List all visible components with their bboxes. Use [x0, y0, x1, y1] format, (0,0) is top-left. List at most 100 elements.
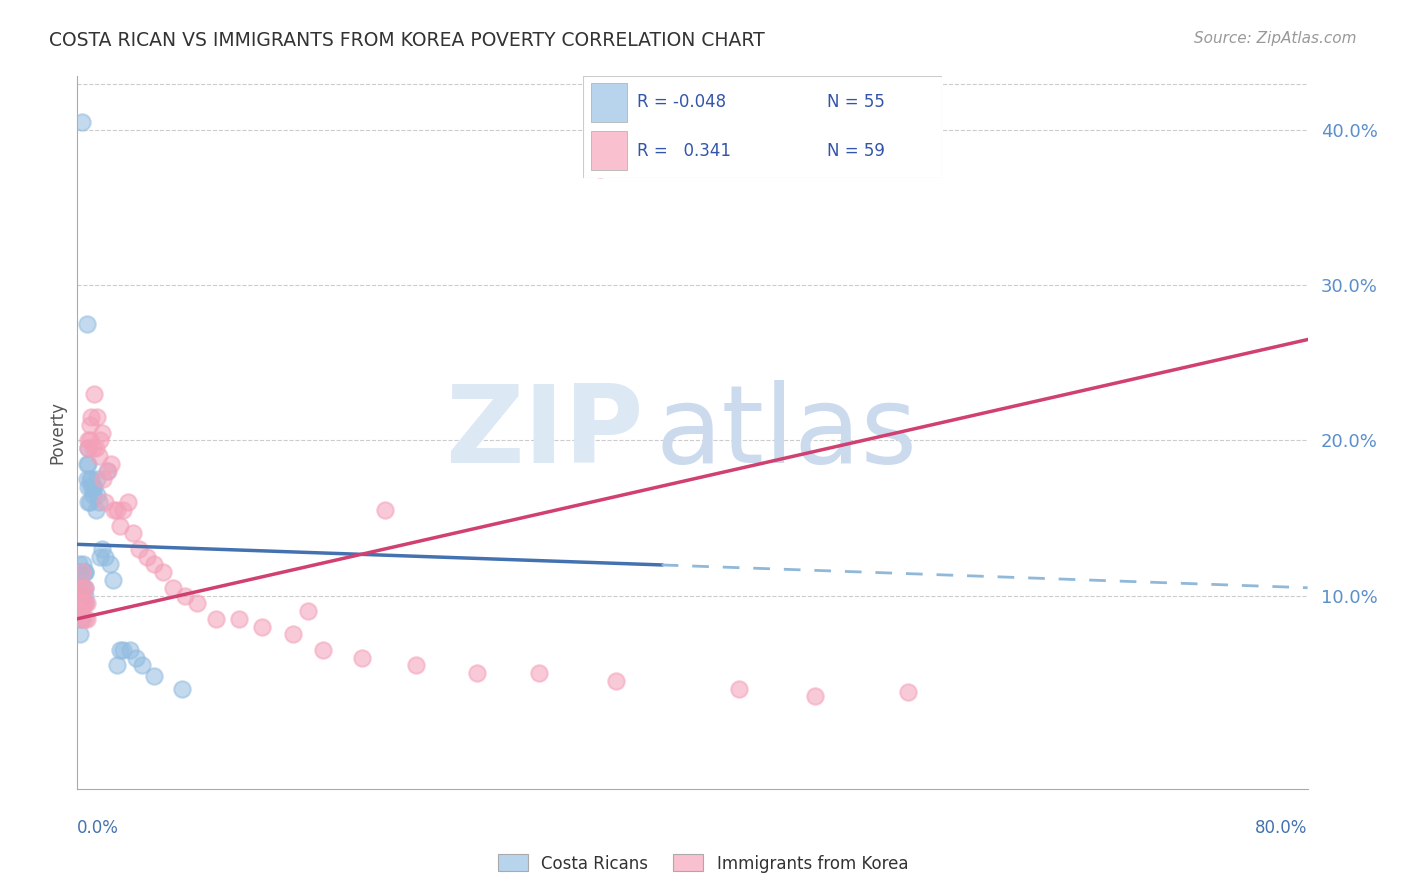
Point [121, 526, 143, 541]
Point [82, 441, 104, 455]
Text: COSTA RICAN VS IMMIGRANTS FROM KOREA POVERTY CORRELATION CHART: COSTA RICAN VS IMMIGRANTS FROM KOREA POV… [49, 31, 765, 50]
Point [76, 612, 98, 626]
Point [76, 457, 98, 471]
Point [105, 658, 128, 673]
Point [405, 658, 427, 673]
Point [67, 566, 90, 580]
Point [69, 589, 91, 603]
Text: N = 59: N = 59 [827, 142, 886, 160]
Point [70, 115, 93, 129]
Point [77, 441, 100, 455]
Point [76, 317, 98, 331]
Point [281, 627, 304, 641]
Point [103, 503, 125, 517]
Point [69, 581, 91, 595]
Point [118, 642, 141, 657]
Point [727, 681, 749, 696]
Point [112, 642, 135, 657]
Point [98, 558, 121, 572]
Point [69, 627, 91, 641]
Point [162, 581, 184, 595]
Point [80, 480, 103, 494]
Point [72, 566, 94, 580]
Point [77, 457, 100, 471]
Point [97, 464, 120, 478]
Point [67, 604, 90, 618]
Point [804, 690, 827, 704]
Point [69, 596, 91, 610]
Point [589, 161, 612, 176]
Point [69, 612, 91, 626]
Point [117, 495, 139, 509]
Point [131, 658, 153, 673]
Point [83, 387, 105, 401]
Point [105, 503, 128, 517]
Text: ZIP: ZIP [444, 380, 644, 485]
Point [77, 480, 100, 494]
Point [84, 441, 107, 455]
Point [152, 566, 174, 580]
Point [87, 449, 110, 463]
Point [527, 666, 550, 681]
Point [73, 589, 96, 603]
Point [80, 410, 103, 425]
Point [69, 566, 91, 580]
Text: R =   0.341: R = 0.341 [637, 142, 731, 160]
Point [70, 612, 93, 626]
Point [70, 612, 93, 626]
Point [73, 596, 96, 610]
Point [94, 495, 117, 509]
Point [82, 488, 104, 502]
Point [100, 457, 122, 471]
Point [143, 669, 166, 683]
Point [84, 503, 107, 517]
Point [79, 472, 101, 486]
Point [73, 566, 96, 580]
Text: atlas: atlas [655, 380, 918, 485]
Point [90, 541, 114, 556]
Point [77, 441, 100, 455]
Point [67, 581, 90, 595]
Point [69, 604, 91, 618]
Point [79, 495, 101, 509]
Point [112, 503, 135, 517]
Point [174, 589, 197, 603]
Point [87, 495, 110, 509]
Point [250, 619, 273, 633]
Point [67, 589, 90, 603]
Text: 80.0%: 80.0% [1256, 819, 1308, 837]
Point [228, 612, 250, 626]
Text: N = 55: N = 55 [827, 94, 886, 112]
Point [297, 604, 319, 618]
Point [73, 581, 96, 595]
Point [465, 666, 488, 681]
Point [70, 596, 93, 610]
Point [72, 596, 94, 610]
Point [79, 417, 101, 432]
Point [96, 464, 118, 478]
Point [73, 612, 96, 626]
Point [86, 410, 108, 425]
Point [70, 566, 93, 580]
Point [69, 604, 91, 618]
Point [77, 495, 100, 509]
Bar [591, 83, 627, 122]
Point [86, 472, 108, 486]
Point [89, 434, 111, 448]
Legend: Costa Ricans, Immigrants from Korea: Costa Ricans, Immigrants from Korea [491, 847, 915, 880]
Point [86, 488, 108, 502]
Point [79, 434, 101, 448]
Text: 0.0%: 0.0% [77, 819, 120, 837]
Point [67, 558, 90, 572]
Point [186, 596, 208, 610]
Point [350, 650, 373, 665]
Point [77, 434, 100, 448]
Point [72, 596, 94, 610]
Point [67, 604, 90, 618]
Point [897, 684, 920, 698]
Point [110, 642, 132, 657]
Point [312, 642, 335, 657]
Point [101, 573, 124, 587]
Point [128, 541, 150, 556]
Text: R = -0.048: R = -0.048 [637, 94, 727, 112]
